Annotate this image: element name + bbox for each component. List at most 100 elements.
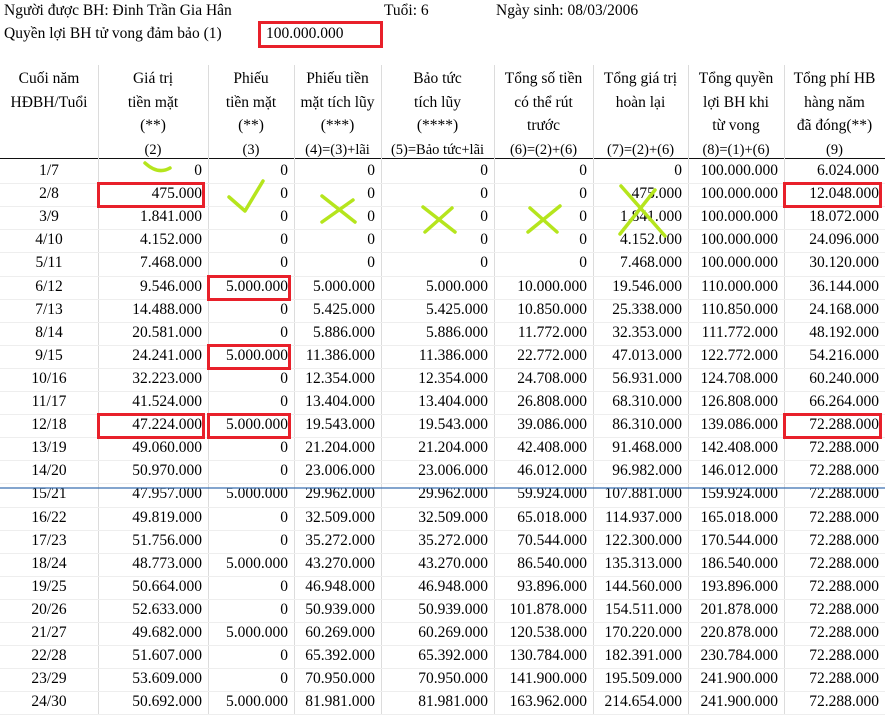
column-header-line: tiền mặt	[127, 93, 179, 111]
value-cell: 39.086.000	[517, 416, 587, 434]
value-cell: 50.692.000	[132, 693, 202, 711]
value-cell: 29.962.000	[305, 485, 375, 503]
value-cell: 14.488.000	[132, 300, 202, 318]
value-cell: 65.392.000	[418, 647, 488, 665]
value-cell: 122.300.000	[604, 531, 683, 549]
value-cell: 100.000.000	[700, 185, 779, 203]
value-cell: 51.607.000	[132, 647, 202, 665]
value-cell: 96.982.000	[612, 462, 682, 480]
value-cell: 0	[480, 208, 488, 226]
value-cell: 35.272.000	[305, 531, 375, 549]
value-cell: 110.000.000	[701, 277, 778, 295]
year-age-cell: 1/7	[39, 162, 59, 179]
value-cell: 141.900.000	[509, 670, 588, 688]
value-cell: 22.772.000	[517, 346, 587, 364]
value-cell: 5.425.000	[426, 300, 488, 318]
value-cell: 7.468.000	[140, 254, 202, 272]
value-cell: 47.224.000	[132, 416, 202, 434]
value-cell: 36.144.000	[809, 277, 879, 295]
header-divider	[0, 158, 885, 159]
cell-highlight-box	[97, 413, 205, 440]
value-cell: 60.269.000	[305, 624, 375, 641]
column-header-line: (5)=Bảo tức+lãi	[390, 141, 485, 158]
value-cell: 0	[579, 231, 587, 249]
value-cell: 124.708.000	[700, 369, 779, 387]
value-cell: 19.546.000	[612, 277, 682, 295]
value-cell: 46.948.000	[418, 577, 488, 595]
value-cell: 475.000	[631, 185, 682, 203]
column-divider	[98, 65, 99, 715]
value-cell: 65.392.000	[305, 647, 375, 665]
value-cell: 101.878.000	[509, 600, 588, 618]
year-age-cell: 20/26	[31, 600, 67, 618]
value-cell: 32.353.000	[612, 323, 682, 341]
value-cell: 11.386.000	[418, 346, 488, 364]
row-gridline	[0, 391, 885, 392]
column-header-line: (**)	[238, 117, 264, 134]
value-cell: 52.633.000	[132, 600, 202, 618]
insured-name: Người được BH: Đinh Trần Gia Hân	[4, 2, 232, 19]
value-cell: 0	[280, 439, 288, 457]
value-cell: 0	[280, 323, 288, 341]
column-header-line: Tổng số tiền	[504, 70, 583, 87]
row-gridline	[0, 275, 885, 277]
row-gridline	[0, 460, 885, 462]
value-cell: 47.957.000	[132, 485, 202, 503]
value-cell: 50.664.000	[132, 577, 202, 595]
value-cell: 135.313.000	[604, 554, 683, 572]
value-cell: 110.850.000	[701, 300, 778, 318]
value-cell: 32.509.000	[305, 508, 375, 526]
column-header-line: tích lũy	[414, 93, 461, 111]
row-gridline	[0, 598, 885, 600]
value-cell: 107.881.000	[604, 485, 683, 503]
value-cell: 0	[280, 647, 288, 665]
column-divider	[381, 65, 382, 715]
value-cell: 20.581.000	[132, 323, 202, 341]
value-cell: 48.192.000	[809, 323, 879, 341]
value-cell: 68.310.000	[612, 393, 682, 410]
value-cell: 0	[280, 254, 288, 272]
year-age-cell: 5/11	[35, 254, 63, 272]
value-cell: 18.072.000	[809, 208, 879, 226]
value-cell: 11.772.000	[517, 323, 587, 341]
value-cell: 5.425.000	[313, 300, 375, 318]
value-cell: 81.981.000	[418, 693, 488, 711]
value-cell: 0	[194, 162, 202, 179]
column-header-line: Tổng giá trị	[603, 70, 678, 87]
value-cell: 81.981.000	[305, 693, 375, 711]
value-cell: 0	[579, 162, 587, 179]
year-age-cell: 4/10	[35, 231, 63, 249]
value-cell: 9.546.000	[140, 277, 202, 295]
row-gridline	[0, 298, 885, 300]
value-cell: 24.241.000	[132, 346, 202, 364]
year-age-cell: 12/18	[31, 416, 67, 434]
cross-icon	[320, 194, 357, 224]
value-cell: 146.012.000	[700, 462, 779, 480]
value-cell: 0	[280, 462, 288, 480]
value-cell: 5.000.000	[226, 624, 288, 641]
value-cell: 59.924.000	[517, 485, 587, 503]
value-cell: 0	[280, 577, 288, 595]
value-cell: 60.240.000	[809, 369, 879, 387]
value-cell: 0	[674, 162, 682, 179]
column-header-line: Tổng quyền	[698, 70, 774, 87]
value-cell: 72.288.000	[809, 693, 879, 711]
year-age-cell: 17/23	[31, 531, 67, 549]
column-header-line: Giá trị	[132, 70, 174, 87]
value-cell: 29.962.000	[418, 485, 488, 503]
row-gridline	[0, 183, 885, 185]
death-benefit-label: Quyền lợi BH tử vong đảm bảo (1)	[4, 25, 222, 42]
cell-highlight-box	[207, 413, 291, 440]
column-header-line: Phiếu	[233, 70, 269, 87]
value-cell: 111.772.000	[701, 323, 778, 341]
row-gridline	[0, 252, 885, 254]
value-cell: 93.896.000	[517, 577, 587, 595]
value-cell: 163.962.000	[509, 693, 588, 711]
year-age-cell: 3/9	[39, 208, 59, 226]
value-cell: 170.220.000	[604, 624, 683, 641]
year-age-cell: 15/21	[31, 485, 67, 503]
value-cell: 241.900.000	[700, 693, 779, 711]
value-cell: 42.408.000	[517, 439, 587, 457]
value-cell: 12.354.000	[305, 369, 375, 387]
death-benefit-value: 100.000.000	[266, 25, 344, 42]
